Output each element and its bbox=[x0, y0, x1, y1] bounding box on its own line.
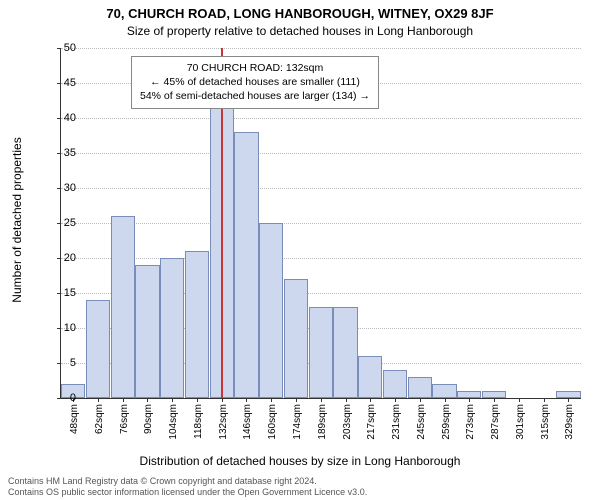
y-tick-label: 10 bbox=[46, 322, 76, 334]
x-tick-label: 48sqm bbox=[69, 404, 80, 434]
x-tick-label: 62sqm bbox=[94, 404, 105, 434]
x-tick-label: 90sqm bbox=[143, 404, 154, 434]
chart-subtitle: Size of property relative to detached ho… bbox=[0, 24, 600, 38]
x-tick-mark bbox=[445, 398, 446, 402]
histogram-bar bbox=[556, 391, 580, 398]
x-tick-label: 273sqm bbox=[465, 404, 476, 440]
x-tick-mark bbox=[494, 398, 495, 402]
x-tick-mark bbox=[420, 398, 421, 402]
histogram-bar bbox=[284, 279, 308, 398]
x-tick-mark bbox=[271, 398, 272, 402]
annotation-line-3: 54% of semi-detached houses are larger (… bbox=[140, 89, 370, 103]
gridline bbox=[61, 118, 581, 119]
x-tick-mark bbox=[321, 398, 322, 402]
x-tick-mark bbox=[98, 398, 99, 402]
x-tick-label: 146sqm bbox=[242, 404, 253, 440]
x-tick-mark bbox=[395, 398, 396, 402]
y-tick-label: 15 bbox=[46, 287, 76, 299]
x-tick-label: 203sqm bbox=[342, 404, 353, 440]
gridline bbox=[61, 223, 581, 224]
x-tick-label: 104sqm bbox=[168, 404, 179, 440]
y-tick-label: 0 bbox=[46, 392, 76, 404]
histogram-bar bbox=[358, 356, 382, 398]
y-tick-label: 50 bbox=[46, 42, 76, 54]
x-tick-mark bbox=[147, 398, 148, 402]
x-tick-mark bbox=[296, 398, 297, 402]
x-tick-label: 160sqm bbox=[267, 404, 278, 440]
histogram-bar bbox=[86, 300, 110, 398]
x-tick-label: 217sqm bbox=[366, 404, 377, 440]
histogram-bar bbox=[383, 370, 407, 398]
x-tick-label: 189sqm bbox=[317, 404, 328, 440]
histogram-bar bbox=[408, 377, 432, 398]
x-tick-mark bbox=[346, 398, 347, 402]
footer-line-1: Contains HM Land Registry data © Crown c… bbox=[8, 476, 367, 487]
gridline bbox=[61, 188, 581, 189]
y-tick-label: 5 bbox=[46, 357, 76, 369]
x-tick-label: 231sqm bbox=[391, 404, 402, 440]
x-tick-mark bbox=[172, 398, 173, 402]
footer-attribution: Contains HM Land Registry data © Crown c… bbox=[8, 476, 367, 499]
gridline bbox=[61, 153, 581, 154]
x-tick-label: 301sqm bbox=[515, 404, 526, 440]
x-tick-mark bbox=[519, 398, 520, 402]
histogram-bar bbox=[457, 391, 481, 398]
histogram-bar bbox=[432, 384, 456, 398]
annotation-line-2: ← 45% of detached houses are smaller (11… bbox=[140, 75, 370, 89]
gridline bbox=[61, 258, 581, 259]
plot-area: 70 CHURCH ROAD: 132sqm← 45% of detached … bbox=[60, 48, 581, 399]
chart-title: 70, CHURCH ROAD, LONG HANBOROUGH, WITNEY… bbox=[0, 6, 600, 21]
gridline bbox=[61, 48, 581, 49]
x-tick-mark bbox=[544, 398, 545, 402]
x-tick-label: 132sqm bbox=[218, 404, 229, 440]
histogram-bar bbox=[135, 265, 159, 398]
histogram-bar bbox=[160, 258, 184, 398]
x-tick-mark bbox=[197, 398, 198, 402]
x-tick-mark bbox=[469, 398, 470, 402]
x-tick-label: 76sqm bbox=[119, 404, 130, 434]
x-tick-label: 174sqm bbox=[292, 404, 303, 440]
y-tick-label: 35 bbox=[46, 147, 76, 159]
annotation-line-1: 70 CHURCH ROAD: 132sqm bbox=[140, 61, 370, 75]
x-tick-label: 259sqm bbox=[441, 404, 452, 440]
histogram-bar bbox=[185, 251, 209, 398]
y-axis-label: Number of detached properties bbox=[10, 137, 24, 302]
x-tick-mark bbox=[568, 398, 569, 402]
x-tick-mark bbox=[246, 398, 247, 402]
x-tick-label: 245sqm bbox=[416, 404, 427, 440]
x-tick-mark bbox=[123, 398, 124, 402]
y-tick-label: 45 bbox=[46, 77, 76, 89]
x-tick-label: 329sqm bbox=[564, 404, 575, 440]
x-axis-label: Distribution of detached houses by size … bbox=[0, 454, 600, 468]
y-tick-label: 20 bbox=[46, 252, 76, 264]
chart-container: 70, CHURCH ROAD, LONG HANBOROUGH, WITNEY… bbox=[0, 0, 600, 500]
histogram-bar bbox=[482, 391, 506, 398]
x-tick-label: 315sqm bbox=[540, 404, 551, 440]
y-tick-label: 40 bbox=[46, 112, 76, 124]
x-tick-label: 118sqm bbox=[193, 404, 204, 439]
x-tick-label: 287sqm bbox=[490, 404, 501, 440]
x-tick-mark bbox=[222, 398, 223, 402]
histogram-bar bbox=[259, 223, 283, 398]
histogram-bar bbox=[111, 216, 135, 398]
histogram-bar bbox=[234, 132, 258, 398]
x-tick-mark bbox=[370, 398, 371, 402]
footer-line-2: Contains OS public sector information li… bbox=[8, 487, 367, 498]
annotation-box: 70 CHURCH ROAD: 132sqm← 45% of detached … bbox=[131, 56, 379, 109]
y-tick-label: 30 bbox=[46, 182, 76, 194]
y-tick-label: 25 bbox=[46, 217, 76, 229]
histogram-bar bbox=[309, 307, 333, 398]
histogram-bar bbox=[333, 307, 357, 398]
